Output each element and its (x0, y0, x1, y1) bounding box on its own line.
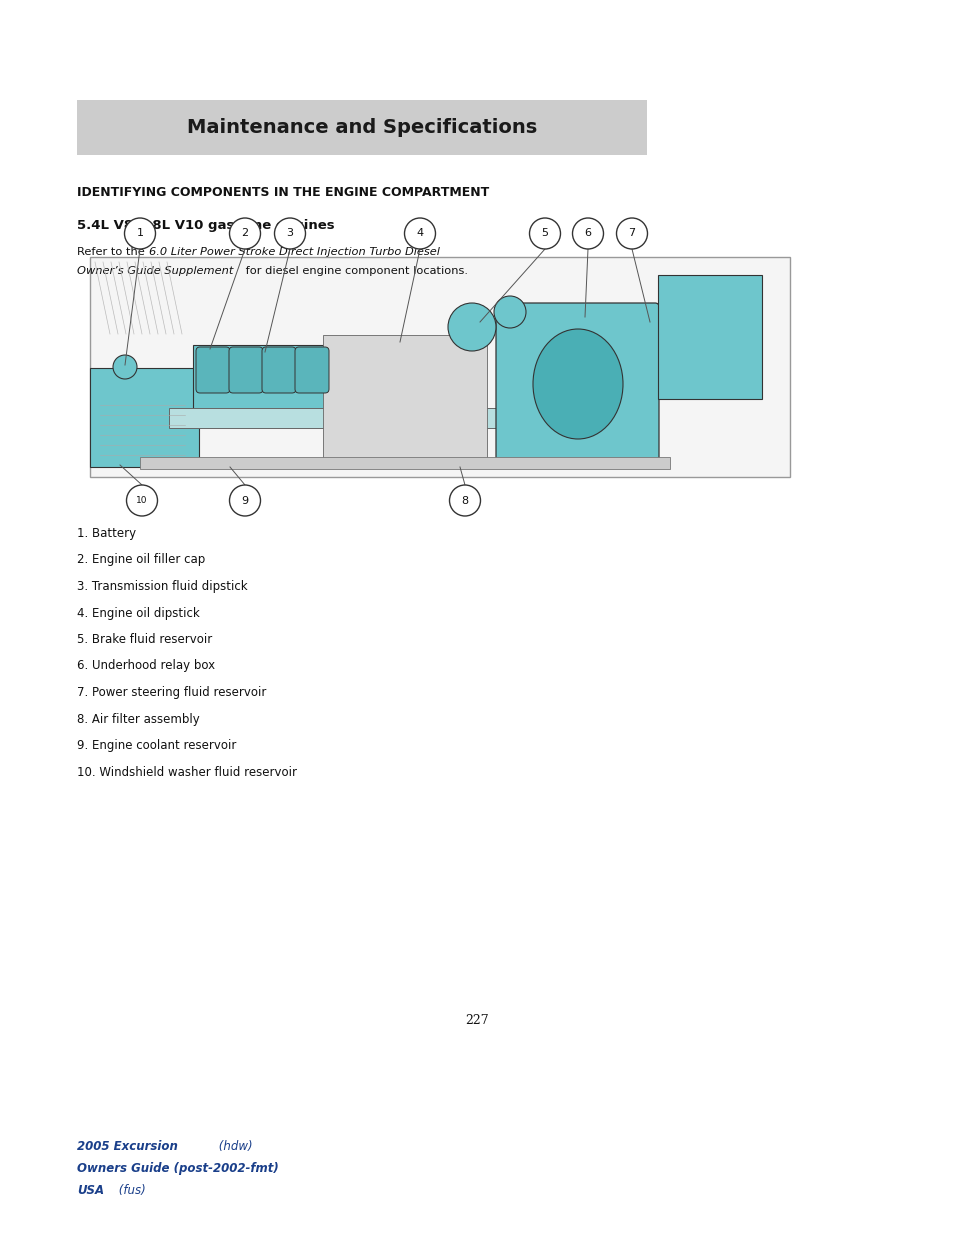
Text: 5.4L V8/6.8L V10 gasoline engines: 5.4L V8/6.8L V10 gasoline engines (77, 219, 335, 231)
FancyBboxPatch shape (323, 335, 486, 459)
Text: 4: 4 (416, 228, 423, 238)
Text: 227: 227 (465, 1014, 488, 1026)
Text: 10: 10 (136, 496, 148, 505)
Ellipse shape (533, 329, 622, 438)
Text: 6: 6 (584, 228, 591, 238)
Text: 6.0 Liter Power Stroke Direct Injection Turbo Diesel: 6.0 Liter Power Stroke Direct Injection … (149, 247, 439, 257)
Text: 6. Underhood relay box: 6. Underhood relay box (77, 659, 214, 673)
Circle shape (494, 296, 525, 329)
Text: Maintenance and Specifications: Maintenance and Specifications (187, 119, 537, 137)
Circle shape (125, 219, 155, 249)
FancyBboxPatch shape (294, 347, 329, 393)
FancyBboxPatch shape (658, 275, 761, 399)
FancyBboxPatch shape (229, 347, 263, 393)
FancyBboxPatch shape (169, 408, 551, 429)
Circle shape (127, 485, 157, 516)
FancyBboxPatch shape (90, 257, 789, 477)
Text: 1. Battery: 1. Battery (77, 527, 136, 540)
Text: 2005 Excursion: 2005 Excursion (77, 1140, 177, 1153)
Text: Refer to the: Refer to the (77, 247, 149, 257)
Text: IDENTIFYING COMPONENTS IN THE ENGINE COMPARTMENT: IDENTIFYING COMPONENTS IN THE ENGINE COM… (77, 186, 489, 200)
Text: 7. Power steering fluid reservoir: 7. Power steering fluid reservoir (77, 685, 266, 699)
FancyBboxPatch shape (77, 100, 646, 156)
Text: USA: USA (77, 1184, 104, 1197)
Text: 7: 7 (628, 228, 635, 238)
Circle shape (230, 485, 260, 516)
Text: 5: 5 (541, 228, 548, 238)
Text: 2. Engine oil filler cap: 2. Engine oil filler cap (77, 553, 205, 567)
Text: 8. Air filter assembly: 8. Air filter assembly (77, 713, 199, 725)
Circle shape (529, 219, 560, 249)
Circle shape (449, 485, 480, 516)
Circle shape (404, 219, 435, 249)
Text: (fus): (fus) (115, 1184, 146, 1197)
Text: 1: 1 (136, 228, 143, 238)
FancyBboxPatch shape (193, 345, 336, 424)
Circle shape (572, 219, 603, 249)
Text: 3: 3 (286, 228, 294, 238)
Circle shape (448, 303, 496, 351)
FancyBboxPatch shape (90, 368, 199, 467)
FancyBboxPatch shape (140, 457, 669, 469)
Circle shape (274, 219, 305, 249)
Text: 3. Transmission fluid dipstick: 3. Transmission fluid dipstick (77, 580, 248, 593)
Text: for diesel engine component locations.: for diesel engine component locations. (242, 266, 468, 275)
FancyBboxPatch shape (195, 347, 230, 393)
Text: 9: 9 (241, 495, 249, 505)
Text: 10. Windshield washer fluid reservoir: 10. Windshield washer fluid reservoir (77, 766, 296, 778)
Text: Owner’s Guide Supplement: Owner’s Guide Supplement (77, 266, 233, 275)
Text: 9. Engine coolant reservoir: 9. Engine coolant reservoir (77, 739, 236, 752)
Text: 5. Brake fluid reservoir: 5. Brake fluid reservoir (77, 634, 212, 646)
Text: 2: 2 (241, 228, 249, 238)
Circle shape (616, 219, 647, 249)
Text: 4. Engine oil dipstick: 4. Engine oil dipstick (77, 606, 199, 620)
Text: Owners Guide (post-2002-fmt): Owners Guide (post-2002-fmt) (77, 1162, 278, 1174)
Circle shape (112, 354, 137, 379)
Text: 8: 8 (461, 495, 468, 505)
Text: (hdw): (hdw) (214, 1140, 253, 1153)
Circle shape (230, 219, 260, 249)
FancyBboxPatch shape (262, 347, 295, 393)
FancyBboxPatch shape (496, 303, 659, 466)
